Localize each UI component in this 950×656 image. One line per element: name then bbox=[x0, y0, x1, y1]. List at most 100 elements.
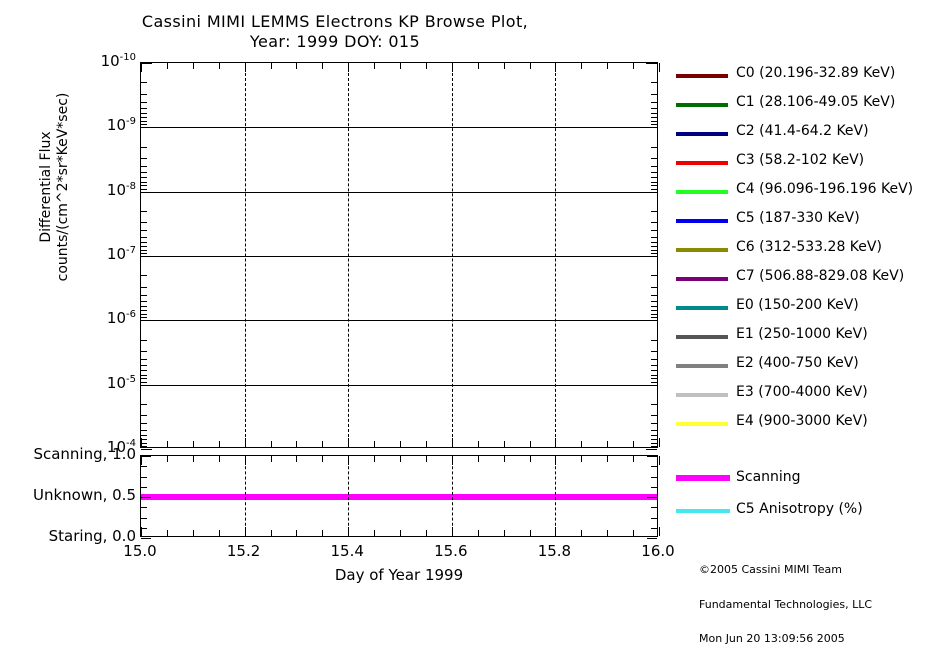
y-axis-minor-tick bbox=[651, 430, 657, 431]
x-axis-tick bbox=[530, 441, 531, 447]
scanning-mode-trace bbox=[141, 494, 657, 500]
y-axis-minor-tick bbox=[141, 435, 147, 436]
mode-legend-item[interactable]: C5 Anisotropy (%) bbox=[676, 498, 950, 530]
legend-item[interactable]: C3 (58.2-102 KeV) bbox=[676, 149, 950, 178]
y-axis-minor-tick bbox=[651, 370, 657, 371]
legend-item[interactable]: E3 (700-4000 KeV) bbox=[676, 381, 950, 410]
scan-mode-panel bbox=[140, 455, 660, 539]
x-axis-tick bbox=[659, 63, 660, 72]
mode-axis-label: Staring, 0.0 bbox=[48, 527, 136, 545]
x-axis-tick bbox=[193, 63, 194, 69]
y-axis-minor-tick bbox=[141, 378, 147, 379]
legend-item[interactable]: E4 (900-3000 KeV) bbox=[676, 410, 950, 439]
y-axis-tick-labels: 10-10 10-9 10-8 10-7 10-6 10-5 10-4 bbox=[70, 0, 136, 600]
credit-line-2: Fundamental Technologies, LLC bbox=[699, 597, 873, 611]
x-axis-tick bbox=[426, 530, 427, 536]
legend-color-swatch bbox=[676, 103, 728, 107]
y-axis-minor-tick bbox=[141, 82, 147, 83]
legend-item[interactable]: C1 (28.106-49.05 KeV) bbox=[676, 91, 950, 120]
y-axis-minor-tick bbox=[141, 124, 147, 125]
y-axis-minor-tick bbox=[651, 250, 657, 251]
x-axis-tick bbox=[478, 530, 479, 536]
y-axis-tick-label: 10-6 bbox=[106, 309, 136, 328]
x-axis-tick bbox=[219, 456, 220, 462]
y-axis-minor-tick bbox=[651, 185, 657, 186]
mode-legend: Scanning C5 Anisotropy (%) bbox=[676, 466, 950, 530]
legend-item[interactable]: E0 (150-200 KeV) bbox=[676, 294, 950, 323]
x-axis-tick bbox=[271, 456, 272, 462]
x-axis-tick bbox=[348, 527, 349, 536]
legend-item-label: C1 (28.106-49.05 KeV) bbox=[736, 94, 896, 110]
flux-plot-panel bbox=[140, 62, 660, 450]
legend-item-label: E0 (150-200 KeV) bbox=[736, 297, 859, 313]
y-axis-minor-tick bbox=[651, 82, 657, 83]
y-axis-minor-tick bbox=[651, 287, 657, 288]
x-axis-tick bbox=[555, 527, 556, 536]
x-axis-tick bbox=[633, 441, 634, 447]
y-axis-minor-tick bbox=[141, 351, 147, 352]
y-axis-minor-tick bbox=[651, 94, 657, 95]
legend-item-label: C2 (41.4-64.2 KeV) bbox=[736, 123, 869, 139]
vertical-gridline bbox=[348, 456, 349, 536]
x-axis-tick bbox=[271, 63, 272, 69]
y-axis-minor-tick bbox=[651, 237, 657, 238]
plot-title: Cassini MIMI LEMMS Electrons KP Browse P… bbox=[0, 12, 670, 52]
y-axis-minor-tick bbox=[141, 94, 147, 95]
x-axis-tick bbox=[452, 63, 453, 72]
x-axis-tick bbox=[504, 63, 505, 69]
legend-color-swatch bbox=[676, 190, 728, 194]
y-axis-minor-tick bbox=[651, 382, 657, 383]
legend-item[interactable]: C6 (312-533.28 KeV) bbox=[676, 236, 950, 265]
y-axis-minor-tick bbox=[651, 415, 657, 416]
mode-axis-tick bbox=[141, 477, 147, 478]
mode-axis-tick bbox=[141, 528, 147, 529]
mode-axis-tick bbox=[647, 456, 657, 457]
credit-block: ©2005 Cassini MIMI Team Fundamental Tech… bbox=[699, 541, 872, 656]
y-axis-minor-tick bbox=[141, 166, 147, 167]
y-axis-minor-tick bbox=[651, 351, 657, 352]
y-axis-minor-tick bbox=[141, 185, 147, 186]
y-axis-tick-label: 10-4 bbox=[106, 438, 136, 456]
legend-item-label: E2 (400-750 KeV) bbox=[736, 355, 859, 371]
y-axis-major-tick bbox=[646, 320, 657, 321]
y-axis-minor-tick bbox=[651, 317, 657, 318]
legend-item[interactable]: C7 (506.88-829.08 KeV) bbox=[676, 265, 950, 294]
y-axis-minor-tick bbox=[651, 177, 657, 178]
y-axis-minor-tick bbox=[651, 246, 657, 247]
legend-color-swatch bbox=[676, 277, 728, 281]
legend-item-label: C4 (96.096-196.196 KeV) bbox=[736, 181, 914, 197]
y-axis-minor-tick bbox=[141, 242, 147, 243]
y-axis-minor-tick bbox=[651, 222, 657, 223]
vertical-gridline bbox=[245, 63, 246, 447]
mode-axis-tick bbox=[647, 538, 657, 539]
y-axis-minor-tick bbox=[141, 287, 147, 288]
y-axis-tick-label: 10-7 bbox=[106, 245, 136, 263]
x-axis-tick-label: 15.2 bbox=[226, 542, 261, 560]
y-axis-minor-tick bbox=[141, 147, 147, 148]
legend-item[interactable]: E2 (400-750 KeV) bbox=[676, 352, 950, 381]
y-axis-minor-tick bbox=[141, 158, 147, 159]
y-axis-minor-tick bbox=[141, 439, 147, 440]
x-axis-tick bbox=[659, 438, 660, 447]
y-axis-minor-tick bbox=[651, 230, 657, 231]
horizontal-gridline bbox=[141, 320, 657, 321]
x-axis-tick bbox=[400, 441, 401, 447]
y-axis-tick-label: 10-10 bbox=[100, 52, 136, 70]
legend-item[interactable]: C0 (20.196-32.89 KeV) bbox=[676, 62, 950, 91]
x-axis-tick bbox=[141, 438, 142, 447]
y-axis-minor-tick bbox=[141, 317, 147, 318]
y-axis-minor-tick bbox=[651, 446, 657, 447]
y-axis-minor-tick bbox=[651, 443, 657, 444]
legend-item[interactable]: C5 (187-330 KeV) bbox=[676, 207, 950, 236]
x-axis-tick bbox=[555, 456, 556, 465]
legend-color-swatch bbox=[676, 219, 728, 223]
legend-item[interactable]: C4 (96.096-196.196 KeV) bbox=[676, 178, 950, 207]
mode-legend-item[interactable]: Scanning bbox=[676, 466, 950, 498]
y-axis-minor-tick bbox=[141, 222, 147, 223]
legend-item[interactable]: E1 (250-1000 KeV) bbox=[676, 323, 950, 352]
x-axis-tick bbox=[245, 456, 246, 465]
y-axis-minor-tick bbox=[651, 158, 657, 159]
y-axis-minor-tick bbox=[141, 211, 147, 212]
x-axis-tick bbox=[581, 456, 582, 462]
legend-item[interactable]: C2 (41.4-64.2 KeV) bbox=[676, 120, 950, 149]
